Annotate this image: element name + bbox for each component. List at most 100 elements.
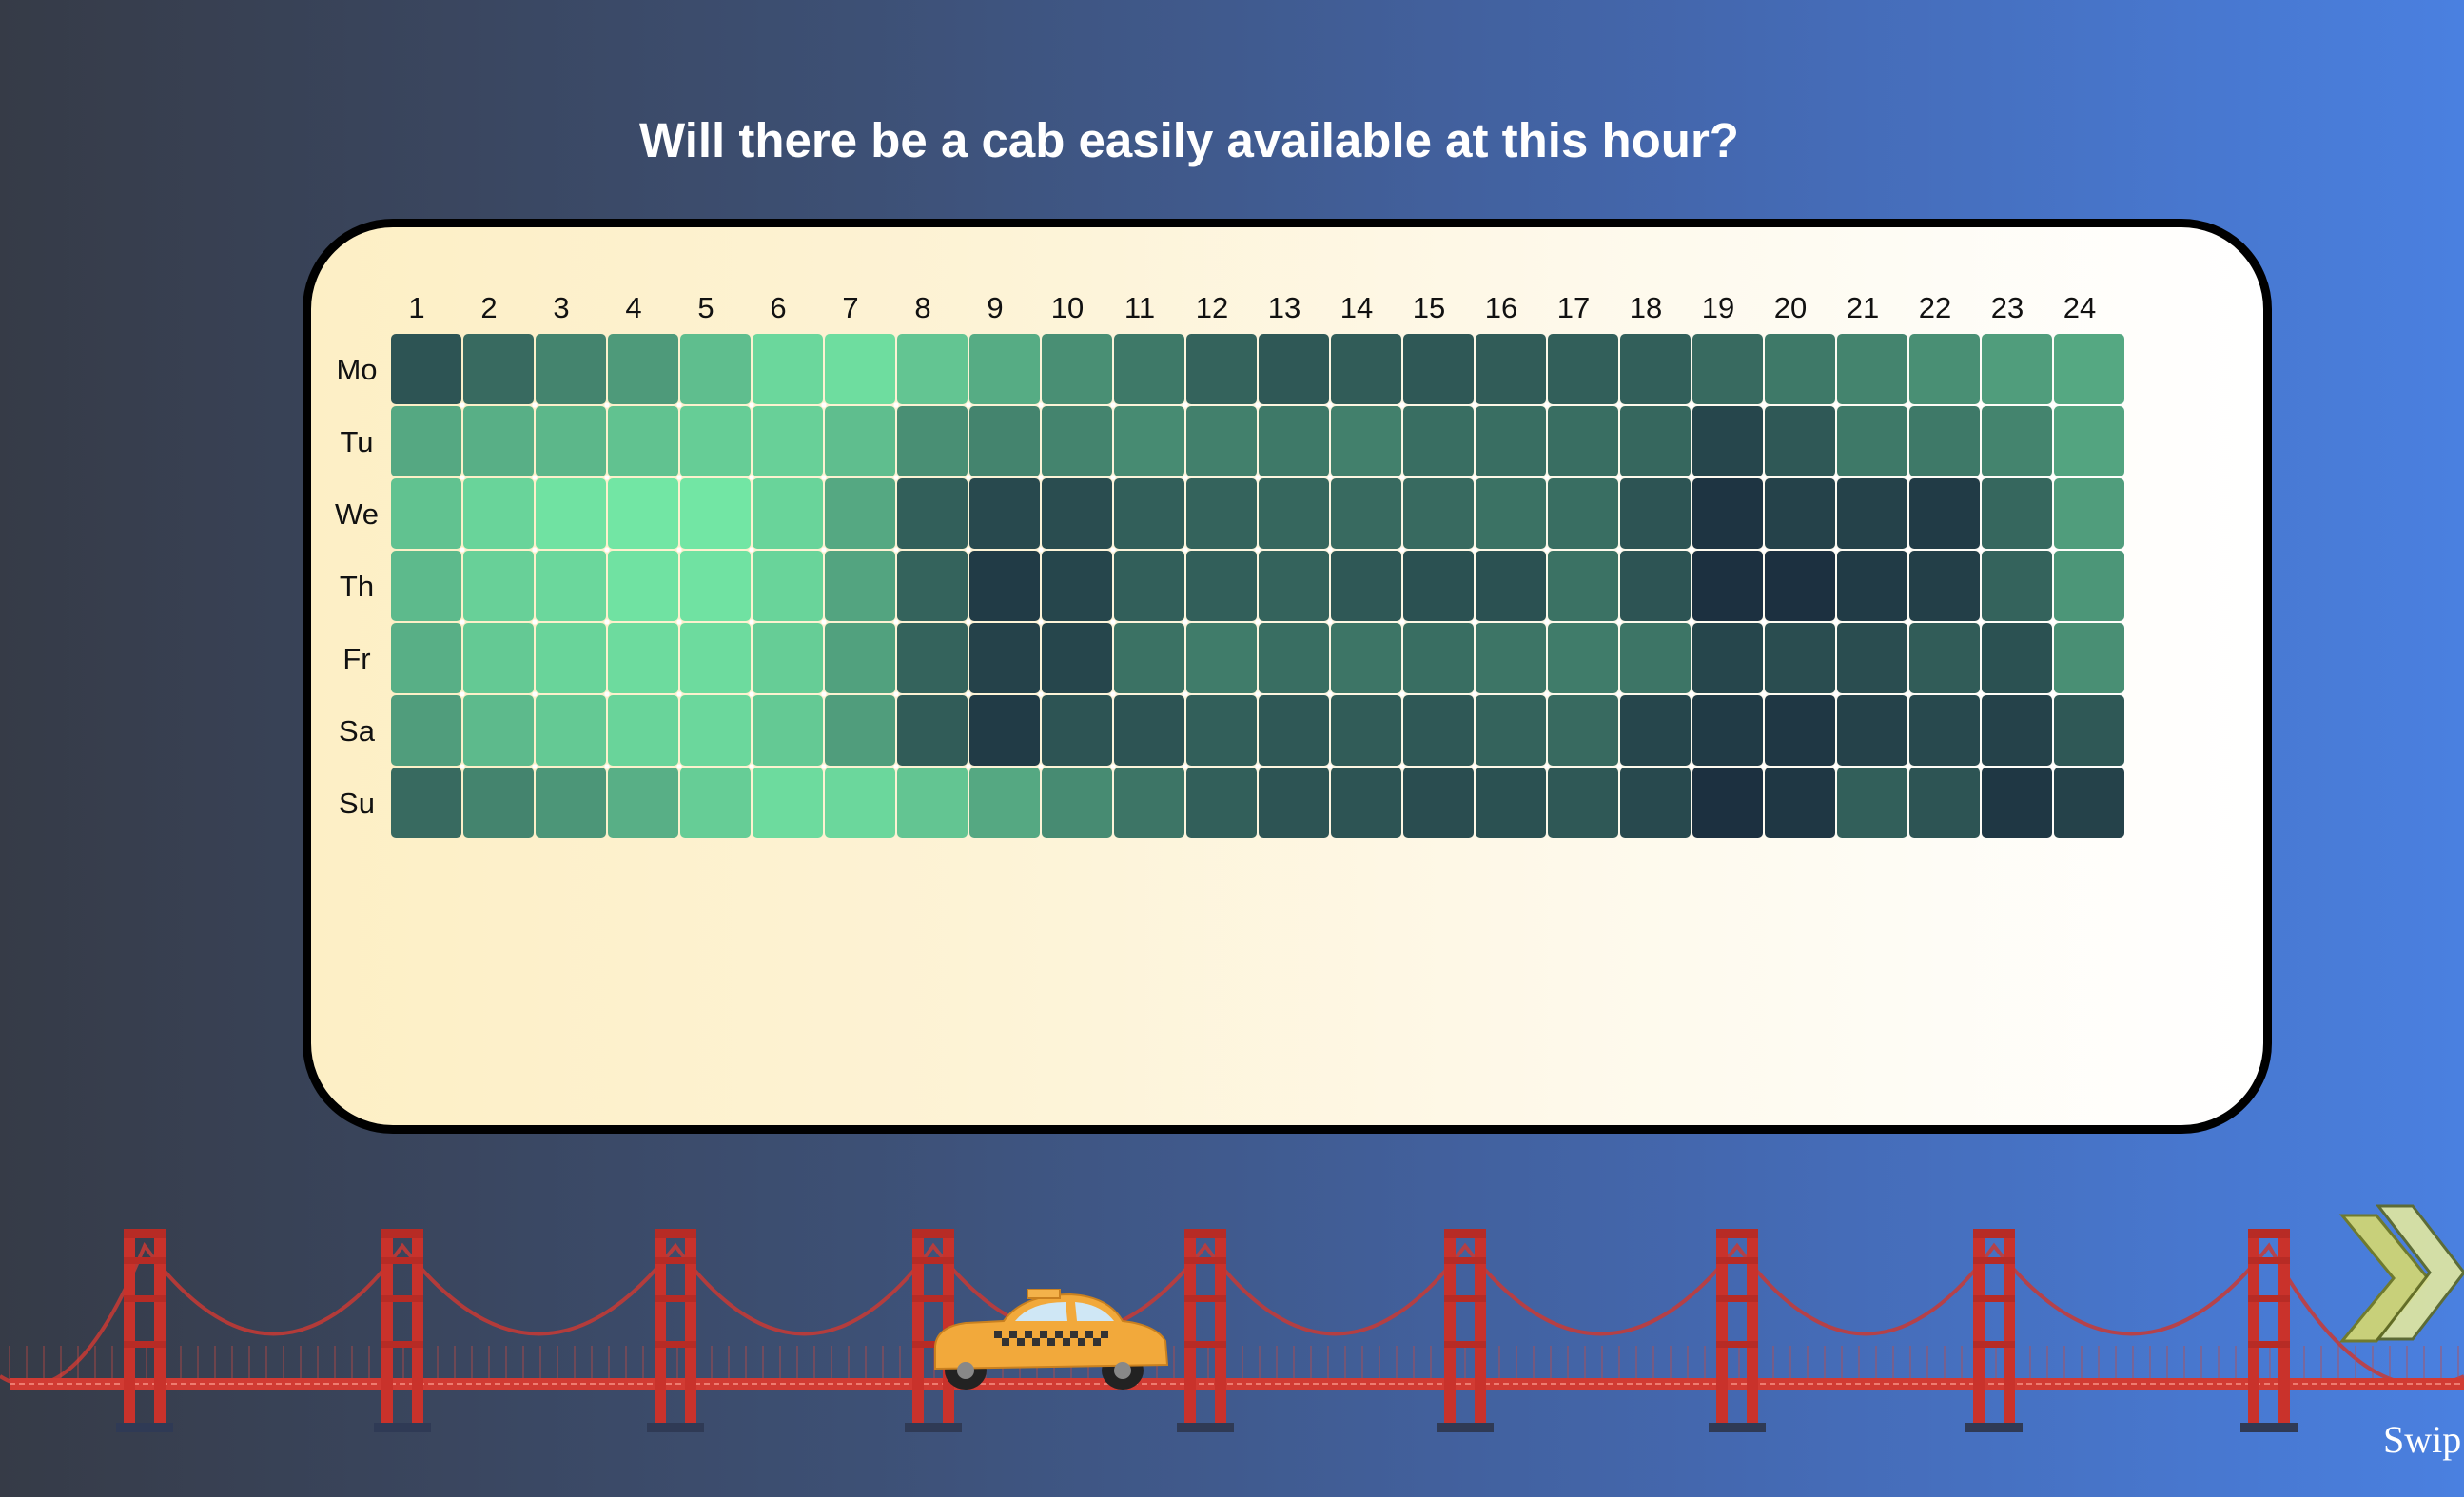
heatmap-cell	[1837, 478, 1907, 549]
heatmap-cell	[463, 695, 534, 766]
heatmap-cell	[680, 478, 751, 549]
heatmap-cell	[1620, 334, 1691, 404]
heatmap-cell	[1837, 406, 1907, 476]
heatmap-cell	[1692, 551, 1763, 621]
heatmap-cell	[463, 334, 534, 404]
heatmap-cell	[463, 406, 534, 476]
heatmap-cell	[1476, 334, 1546, 404]
grid-dot	[893, 547, 899, 553]
heatmap-cell	[1982, 478, 2052, 549]
grid-dot	[1616, 475, 1622, 480]
y-tick-label: Fr	[342, 642, 370, 675]
grid-dot	[1327, 402, 1333, 408]
grid-dot	[1833, 475, 1839, 480]
grid-dot	[1110, 619, 1116, 625]
heatmap-cell	[1259, 695, 1329, 766]
heatmap-cell	[969, 478, 1040, 549]
grid-dot	[1110, 402, 1116, 408]
grid-dot	[1255, 402, 1261, 408]
heatmap-cell	[1331, 334, 1401, 404]
grid-dot	[532, 547, 538, 553]
grid-dot	[1399, 691, 1405, 697]
heatmap-cell	[1403, 551, 1474, 621]
grid-dot	[1833, 547, 1839, 553]
bridge-tower	[116, 1229, 173, 1432]
heatmap-cell	[1982, 406, 2052, 476]
grid-dot	[966, 764, 971, 769]
grid-dot	[1327, 691, 1333, 697]
grid-dot	[893, 764, 899, 769]
heatmap-cell	[1982, 768, 2052, 838]
swipe-chevron-icon[interactable]	[2333, 1198, 2464, 1360]
heatmap-cell	[1548, 551, 1618, 621]
heatmap-cell	[536, 768, 606, 838]
grid-dot	[1472, 691, 1477, 697]
grid-dot	[966, 619, 971, 625]
bridge-tower	[2240, 1229, 2298, 1432]
heatmap-cell	[753, 478, 823, 549]
grid-dot	[1399, 402, 1405, 408]
grid-dot	[604, 402, 610, 408]
grid-dot	[1616, 764, 1622, 769]
heatmap-cell	[1403, 768, 1474, 838]
heatmap-cell	[1114, 768, 1184, 838]
x-tick-label: 24	[2063, 291, 2096, 324]
grid-dot	[532, 619, 538, 625]
heatmap-cell	[391, 478, 461, 549]
heatmap-cell	[1765, 695, 1835, 766]
heatmap-cell	[2054, 406, 2124, 476]
y-tick-label: Tu	[340, 425, 373, 458]
x-tick-label: 14	[1340, 291, 1373, 324]
heatmap-cell	[1186, 334, 1257, 404]
grid-dot	[1761, 475, 1767, 480]
heatmap-cell	[608, 695, 678, 766]
heatmap-cell	[1042, 406, 1112, 476]
heatmap-cell	[1620, 478, 1691, 549]
x-tick-label: 23	[1991, 291, 2024, 324]
heatmap-cell	[1982, 551, 2052, 621]
heatmap-cell	[1403, 406, 1474, 476]
grid-dot	[1327, 547, 1333, 553]
heatmap-cell	[825, 551, 895, 621]
heatmap-cell	[391, 695, 461, 766]
x-tick-label: 18	[1630, 291, 1662, 324]
grid-dot	[1978, 475, 1984, 480]
heatmap-cell	[680, 551, 751, 621]
grid-dot	[1906, 764, 1911, 769]
heatmap-cell	[1692, 334, 1763, 404]
grid-dot	[1183, 547, 1188, 553]
heatmap-cell	[1909, 334, 1980, 404]
x-tick-label: 3	[553, 291, 569, 324]
heatmap-cell	[1837, 551, 1907, 621]
grid-dot	[1038, 547, 1044, 553]
heatmap-cell	[1982, 623, 2052, 693]
grid-dot	[1183, 691, 1188, 697]
heatmap-cell	[1837, 334, 1907, 404]
heatmap-cell	[608, 334, 678, 404]
heatmap-cell	[536, 551, 606, 621]
heatmap-cell	[1692, 623, 1763, 693]
grid-dot	[1689, 619, 1694, 625]
grid-dot	[1689, 475, 1694, 480]
swipe-label[interactable]: Swip	[2383, 1418, 2462, 1461]
heatmap-cell	[608, 768, 678, 838]
heatmap-cell	[391, 406, 461, 476]
x-tick-label: 10	[1051, 291, 1084, 324]
heatmap-cell	[2054, 768, 2124, 838]
heatmap-cell	[1765, 334, 1835, 404]
heatmap-cell	[1548, 478, 1618, 549]
grid-dot	[1978, 547, 1984, 553]
grid-dot	[1472, 402, 1477, 408]
heatmap-cell	[2054, 623, 2124, 693]
grid-dot	[1906, 547, 1911, 553]
heatmap-cell	[969, 768, 1040, 838]
grid-dot	[821, 475, 827, 480]
heatmap-cell	[1909, 623, 1980, 693]
heatmap-cell	[753, 406, 823, 476]
heatmap-cell	[1765, 551, 1835, 621]
grid-dot	[460, 475, 465, 480]
grid-dot	[1761, 619, 1767, 625]
heatmap-cell	[825, 695, 895, 766]
heatmap-cell	[1692, 768, 1763, 838]
grid-dot	[1255, 691, 1261, 697]
